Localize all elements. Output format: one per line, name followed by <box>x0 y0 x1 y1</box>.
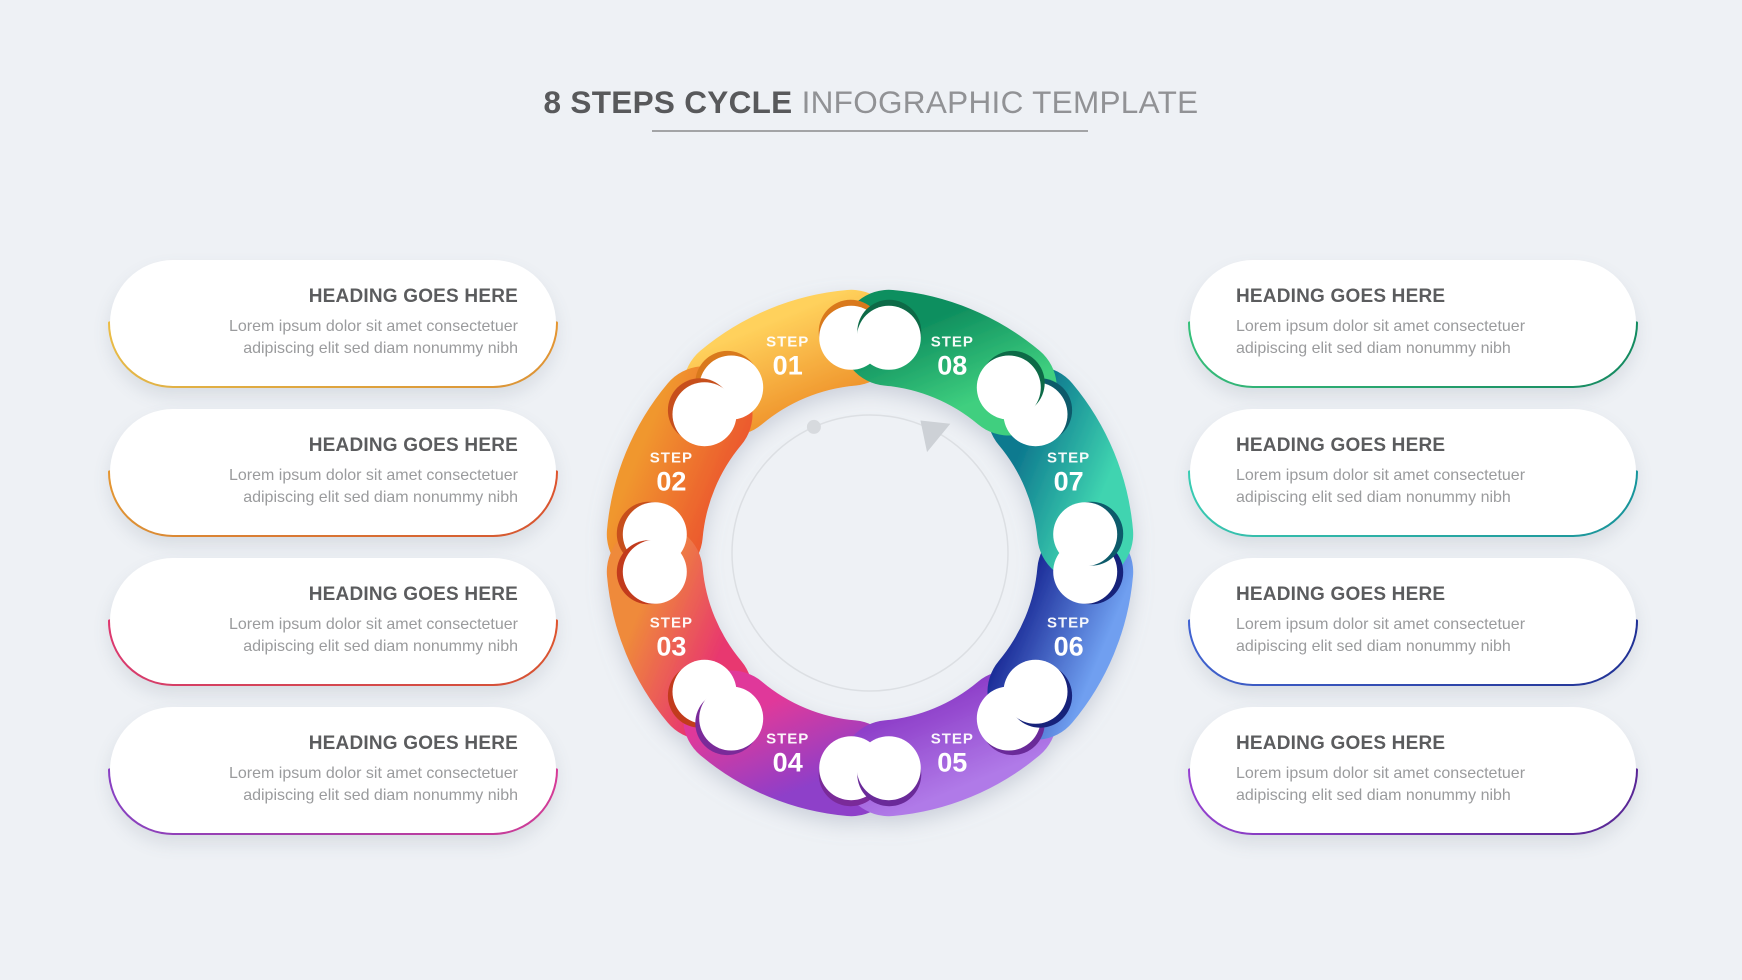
svg-text:05: 05 <box>937 748 967 778</box>
svg-text:04: 04 <box>773 748 803 778</box>
svg-text:08: 08 <box>937 350 967 380</box>
svg-text:STEP: STEP <box>650 614 693 631</box>
svg-text:STEP: STEP <box>1047 614 1090 631</box>
svg-text:STEP: STEP <box>931 731 974 748</box>
svg-text:03: 03 <box>656 631 686 661</box>
svg-text:07: 07 <box>1054 467 1084 497</box>
svg-text:06: 06 <box>1054 631 1084 661</box>
svg-text:STEP: STEP <box>650 450 693 467</box>
svg-text:STEP: STEP <box>766 731 809 748</box>
svg-text:02: 02 <box>656 467 686 497</box>
svg-text:STEP: STEP <box>766 333 809 350</box>
svg-text:01: 01 <box>773 350 803 380</box>
svg-text:STEP: STEP <box>1047 450 1090 467</box>
svg-text:STEP: STEP <box>931 333 974 350</box>
